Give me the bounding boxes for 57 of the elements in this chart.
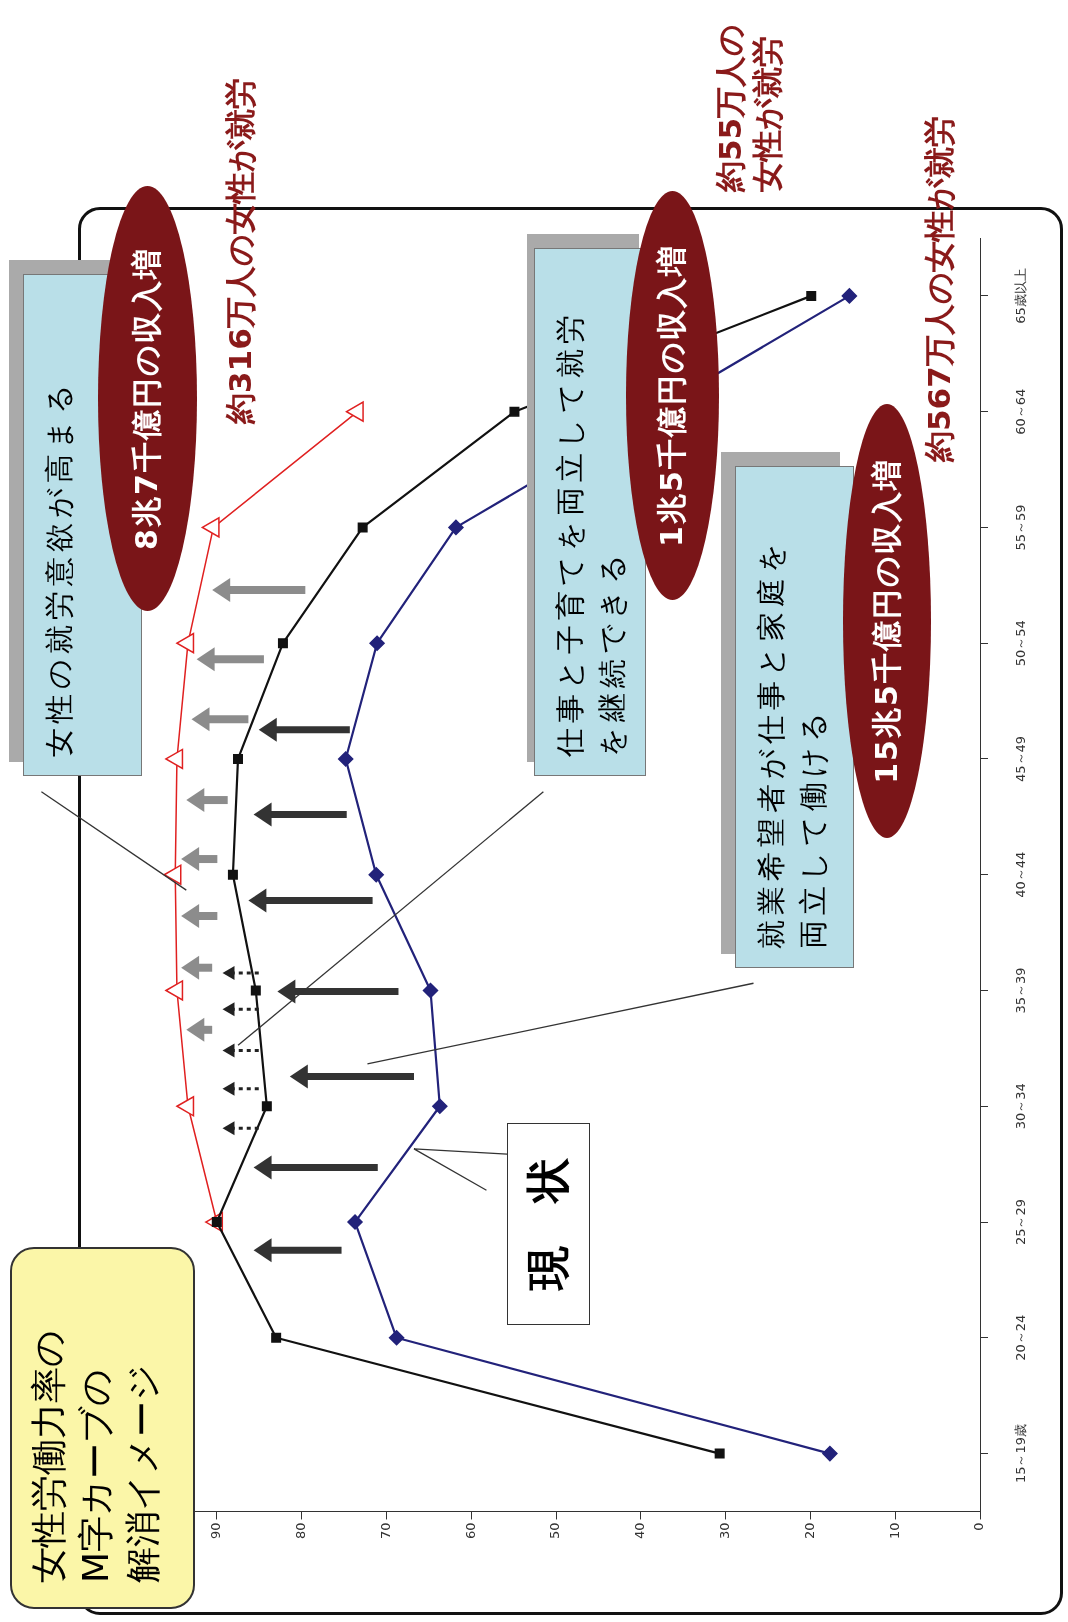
x-tick-label: 50	[547, 1522, 563, 1539]
x-tick-label: 40	[632, 1522, 648, 1539]
x-tick-label: 90	[208, 1522, 224, 1539]
y-tick-label: 20～24	[1013, 1314, 1029, 1361]
point	[822, 1445, 838, 1462]
point	[347, 1214, 363, 1230]
annotation: 就業希望者が仕事と家庭を両立して働ける	[753, 537, 832, 949]
point	[165, 980, 184, 1001]
x-tick-label: 20	[801, 1522, 817, 1539]
x-tick-label: 0	[971, 1522, 987, 1531]
point	[261, 1101, 272, 1112]
point	[422, 982, 439, 999]
y-tick-label: 15～19歳	[1013, 1424, 1029, 1484]
x-tick-label: 10	[886, 1522, 902, 1539]
note-text: 約55万人の女性が就労	[712, 22, 787, 192]
point	[176, 1095, 195, 1117]
point	[448, 519, 464, 536]
point	[357, 522, 368, 533]
y-tick-label: 65歳以上	[1013, 268, 1029, 324]
y-tick-label: 30～34	[1013, 1083, 1029, 1130]
y-tick-label: 60～64	[1013, 388, 1029, 435]
point	[165, 748, 184, 770]
annotation: 現 状	[521, 1158, 574, 1290]
point	[369, 635, 385, 651]
point	[432, 1098, 448, 1115]
point	[201, 517, 220, 538]
point	[714, 1448, 725, 1459]
y-tick-label: 25～29	[1013, 1198, 1029, 1246]
oval-badge: 8兆7千億円の収入増	[98, 186, 197, 611]
point	[250, 985, 261, 996]
y-tick-label: 45～49	[1013, 735, 1029, 783]
callout-box: 現 状	[507, 1123, 590, 1325]
point	[271, 1332, 282, 1343]
point	[176, 632, 195, 654]
x-tick-label: 70	[377, 1522, 393, 1539]
point	[388, 1330, 405, 1346]
y-tick-label: 50～54	[1013, 620, 1029, 667]
y-tick-label: 35～39	[1013, 967, 1029, 1014]
point	[233, 753, 243, 764]
point	[841, 288, 858, 304]
note-text: 約316万人の女性が就労	[222, 77, 259, 424]
x-tick-label: 60	[462, 1522, 478, 1539]
x-tick-label: 30	[716, 1522, 732, 1539]
point	[509, 406, 520, 417]
point	[368, 866, 384, 883]
annotation: 1兆5千億円の収入増	[653, 244, 690, 547]
x-tick-label: 80	[292, 1522, 308, 1539]
note-box: 女性労働力率のM字カーブの解消イメージ	[10, 1247, 195, 1609]
point	[277, 638, 288, 649]
point	[163, 864, 182, 886]
y-tick-label: 40～44	[1013, 851, 1029, 898]
oval-badge: 1兆5千億円の収入増	[626, 191, 719, 600]
point	[806, 290, 817, 301]
point	[227, 869, 238, 880]
y-tick-label: 55～59	[1013, 504, 1029, 551]
annotation: 15兆5千億円の収入増	[867, 458, 905, 784]
point	[337, 751, 354, 767]
